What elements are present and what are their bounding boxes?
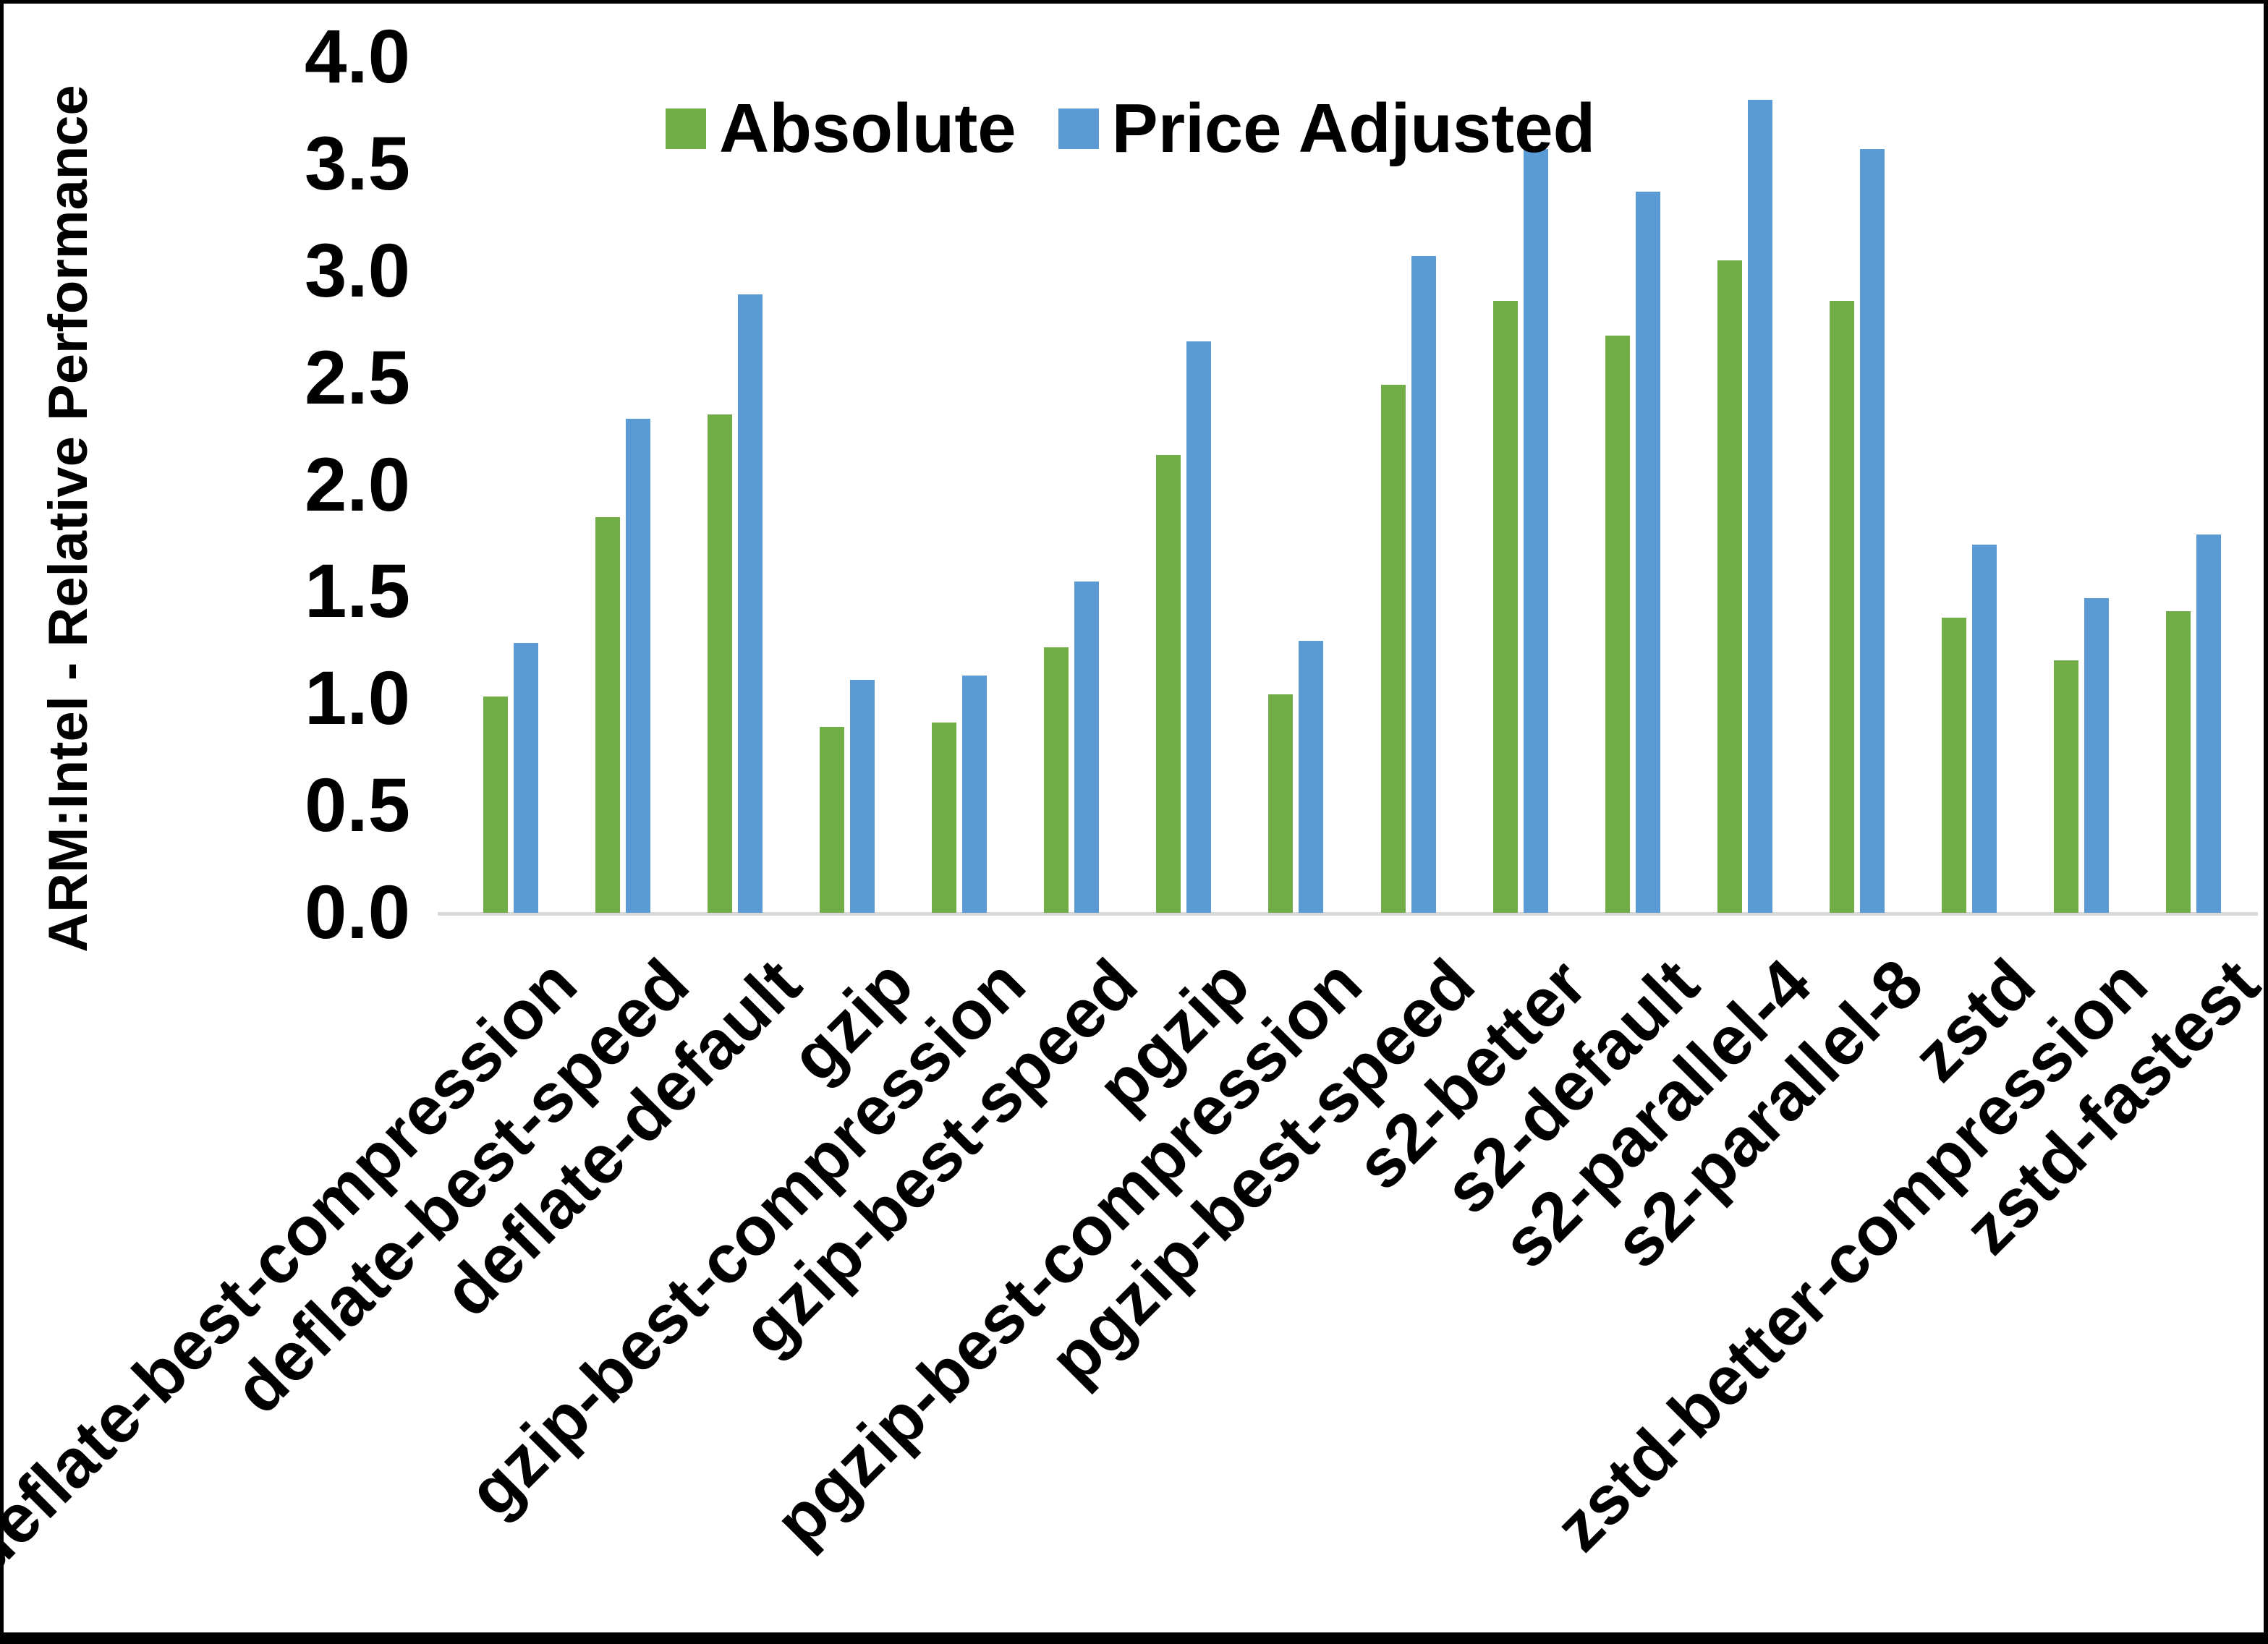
bar-group-s2-parallel-4: [1689, 57, 1801, 913]
bar-group-zstd-fastest: [2138, 57, 2250, 913]
bar-price-adjusted-s2-parallel-4: [1747, 100, 1772, 913]
bar-absolute-s2-better: [1492, 301, 1518, 913]
y-tick-label: 3.0: [305, 228, 410, 313]
legend-item-absolute: Absolute: [666, 89, 1016, 169]
bar-group-pgzip-best-speed: [1352, 57, 1464, 913]
bar-absolute-s2-parallel-8: [1830, 301, 1855, 913]
bar-price-adjusted-zstd-better-compression: [2084, 598, 2110, 913]
bar-price-adjusted-gzip-best-speed: [1074, 581, 1100, 913]
y-axis-title: ARM:Intel - Relative Performance: [38, 85, 99, 953]
bar-group-pgzip-best-compression: [1240, 57, 1352, 913]
bar-absolute-deflate-default: [707, 414, 732, 913]
y-tick-label: 3.5: [305, 121, 410, 206]
y-tick-label: 1.0: [305, 656, 410, 741]
legend-swatch-icon: [1058, 108, 1099, 149]
bar-price-adjusted-deflate-best-compression: [513, 643, 538, 913]
bar-absolute-gzip-best-speed: [1044, 647, 1069, 913]
bar-group-gzip: [791, 57, 903, 913]
bar-absolute-zstd-better-compression: [2054, 660, 2079, 913]
bar-group-s2-default: [1576, 57, 1689, 913]
bar-absolute-deflate-best-speed: [595, 516, 620, 913]
bar-price-adjusted-s2-better: [1523, 149, 1548, 913]
legend-item-price-adjusted: Price Adjusted: [1058, 89, 1596, 169]
bar-price-adjusted-pgzip: [1186, 341, 1212, 913]
bar-absolute-zstd-fastest: [2166, 611, 2191, 913]
bar-price-adjusted-gzip-best-compression: [962, 675, 988, 913]
legend: Absolute Price Adjusted: [666, 89, 1595, 169]
bar-price-adjusted-deflate-best-speed: [625, 418, 650, 913]
bar-group-s2-parallel-8: [1801, 57, 1914, 913]
bar-absolute-s2-default: [1605, 335, 1630, 913]
legend-swatch-icon: [666, 108, 706, 149]
bar-group-deflate-best-speed: [566, 57, 679, 913]
bar-absolute-deflate-best-compression: [483, 697, 508, 913]
bar-price-adjusted-s2-parallel-8: [1860, 149, 1885, 913]
y-tick-label: 0.0: [305, 870, 410, 955]
bar-absolute-pgzip: [1156, 455, 1181, 913]
y-tick-label: 2.5: [305, 335, 410, 420]
bar-group-deflate-best-compression: [454, 57, 566, 913]
bar-absolute-zstd: [1942, 617, 1967, 913]
y-tick-label: 1.5: [305, 549, 410, 634]
bar-price-adjusted-zstd-fastest: [2196, 534, 2222, 913]
bar-price-adjusted-gzip: [849, 679, 875, 913]
bar-price-adjusted-zstd: [1972, 545, 1997, 913]
legend-label: Price Adjusted: [1111, 90, 1596, 167]
bar-price-adjusted-pgzip-best-compression: [1299, 641, 1324, 913]
bar-group-gzip-best-compression: [904, 57, 1016, 913]
bar-absolute-pgzip-best-speed: [1380, 384, 1406, 913]
bar-group-zstd: [1914, 57, 2026, 913]
bar-absolute-s2-parallel-4: [1717, 260, 1742, 913]
bar-group-s2-better: [1464, 57, 1576, 913]
bar-price-adjusted-s2-default: [1635, 192, 1660, 913]
bar-group-zstd-better-compression: [2026, 57, 2138, 913]
bar-absolute-gzip: [819, 726, 844, 913]
bar-absolute-gzip-best-compression: [932, 722, 957, 913]
plot-area: [454, 57, 2250, 913]
bar-group-deflate-default: [679, 57, 791, 913]
legend-label: Absolute: [719, 90, 1016, 167]
bar-absolute-pgzip-best-compression: [1268, 694, 1294, 913]
y-tick-label: 0.5: [305, 763, 410, 848]
bar-group-pgzip: [1128, 57, 1240, 913]
bar-group-gzip-best-speed: [1016, 57, 1128, 913]
chart-canvas: ARM:Intel - Relative Performance 4.0 3.5 3…: [4, 4, 2264, 1632]
x-axis-line: [438, 912, 2258, 916]
y-tick-label: 4.0: [305, 14, 410, 99]
bar-price-adjusted-deflate-default: [737, 294, 763, 913]
bar-price-adjusted-pgzip-best-speed: [1411, 256, 1436, 913]
y-tick-label: 2.0: [305, 442, 410, 527]
